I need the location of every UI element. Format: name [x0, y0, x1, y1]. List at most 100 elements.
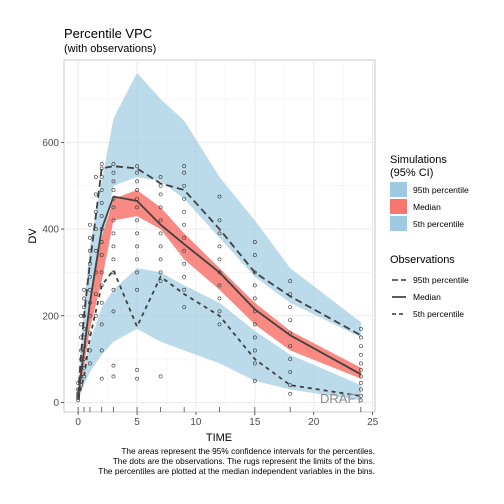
observation-point	[158, 175, 163, 179]
observation-point	[135, 179, 139, 184]
observation-point	[358, 387, 363, 392]
observation-point	[358, 368, 363, 372]
observation-point	[288, 318, 293, 322]
legend-sim-title-2: (95% CI)	[390, 167, 433, 179]
observation-point	[135, 244, 139, 249]
observed-percentile-lines	[77, 165, 362, 400]
observation-point	[288, 344, 293, 349]
x-tick-label: 25	[367, 417, 379, 428]
legend-sim-swatch-5	[390, 216, 407, 231]
draft-watermark: DRAFT	[320, 391, 363, 406]
observation-point	[252, 348, 257, 353]
observation-point	[158, 270, 163, 275]
observed-line-2	[77, 268, 362, 400]
observation-point	[182, 235, 187, 240]
observation-point	[111, 170, 116, 175]
observation-point	[99, 376, 104, 381]
observation-point	[111, 309, 116, 314]
x-tick-label: 0	[75, 417, 81, 428]
observation-point	[358, 381, 363, 385]
chart-subtitle: (with observations)	[64, 43, 157, 55]
observation-point	[182, 170, 187, 175]
observation-point	[111, 218, 116, 223]
observation-point	[158, 192, 163, 197]
observation-point	[158, 231, 163, 236]
observation-point	[358, 344, 363, 349]
observation-point	[111, 287, 116, 292]
observation-point	[182, 274, 187, 279]
observation-point	[182, 209, 187, 214]
legend-observations: Observations 95th percentile Median 5th …	[390, 254, 469, 319]
observation-point	[288, 279, 293, 283]
observation-point	[111, 231, 116, 236]
x-axis: 0 5 10 15 20 25	[75, 412, 379, 428]
observation-point	[88, 235, 92, 240]
observation-point	[358, 394, 363, 398]
observation-point	[358, 398, 363, 403]
observation-point	[111, 162, 116, 166]
y-axis-title: DV	[27, 228, 39, 244]
observation-point	[93, 292, 98, 296]
observation-point	[358, 326, 363, 331]
observation-point	[288, 305, 293, 309]
observation-point	[135, 170, 139, 175]
observation-point	[288, 391, 293, 396]
legend-obs-label-5: 5th percentile	[413, 309, 464, 319]
observation-point	[111, 374, 116, 379]
observation-point	[82, 296, 86, 301]
observation-point	[252, 378, 257, 383]
observation-point	[93, 313, 98, 318]
observation-point	[217, 244, 222, 249]
observation-point	[82, 287, 86, 292]
observation-point	[135, 231, 139, 236]
x-tick-label: 5	[134, 417, 140, 428]
observation-point	[99, 201, 104, 205]
legend-sim-label-median: Median	[413, 202, 441, 212]
legend-obs-label-median: Median	[413, 292, 441, 302]
observation-point	[158, 244, 163, 249]
observation-point	[99, 270, 104, 275]
observation-point	[288, 357, 293, 362]
y-tick-label: 0	[53, 398, 59, 409]
observation-point	[158, 257, 163, 262]
observation-point	[99, 322, 104, 327]
observation-point	[82, 305, 86, 309]
observation-point	[135, 218, 139, 223]
observation-point	[252, 296, 257, 301]
observation-point	[358, 361, 363, 366]
observation-point	[182, 305, 187, 309]
y-tick-label: 200	[42, 311, 59, 322]
observation-point	[111, 244, 116, 249]
observation-point	[135, 164, 139, 169]
observation-point	[252, 240, 257, 244]
observation-point	[182, 164, 187, 169]
observation-point	[182, 183, 187, 188]
observation-point	[252, 270, 257, 275]
caption-line-1: The areas represent the 95% confidence i…	[121, 446, 375, 456]
observation-point	[88, 361, 92, 366]
observation-point	[358, 335, 363, 340]
observation-point	[99, 348, 104, 353]
observation-point	[217, 309, 222, 314]
x-tick-label: 15	[249, 417, 261, 428]
observation-point	[111, 179, 116, 184]
observation-point	[111, 257, 116, 262]
observation-point	[252, 361, 257, 366]
observation-point	[158, 218, 163, 223]
legend-sim-label-5: 5th percentile	[413, 219, 464, 229]
bin-rug	[77, 407, 362, 412]
observation-point	[99, 214, 104, 218]
observation-point	[252, 322, 257, 327]
y-tick-label: 600	[42, 138, 59, 149]
observation-point	[158, 205, 163, 210]
observation-point	[135, 287, 139, 292]
y-tick-label: 400	[42, 225, 59, 236]
observed-line-0	[77, 165, 362, 395]
observation-point	[88, 274, 92, 279]
observation-point	[217, 231, 222, 236]
observation-point	[99, 300, 104, 305]
legend-obs-title: Observations	[390, 254, 455, 266]
legend-sim-label-95: 95th percentile	[413, 185, 469, 195]
caption-line-3: The percentiles are plotted at the media…	[98, 466, 375, 476]
observation-point	[93, 192, 98, 197]
